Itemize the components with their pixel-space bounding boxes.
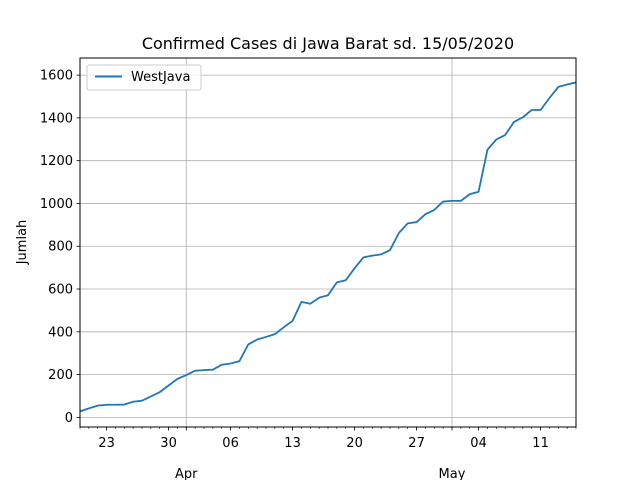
x-minor-tick-label: 13 (284, 436, 301, 451)
y-tick-label: 1600 (40, 69, 73, 84)
y-tick-label: 1200 (40, 154, 73, 169)
x-minor-tick-label: 06 (222, 436, 239, 451)
y-tick-label: 600 (48, 283, 73, 298)
y-tick-label: 800 (48, 240, 73, 255)
y-tick-label: 1400 (40, 111, 73, 126)
y-tick-label: 1000 (40, 197, 73, 212)
x-major-tick-label: Apr (175, 467, 198, 480)
y-axis-label: Jumlah (15, 220, 30, 266)
x-minor-tick-label: 11 (532, 436, 549, 451)
x-minor-tick-label: 04 (470, 436, 487, 451)
x-minor-tick-label: 20 (346, 436, 363, 451)
y-axis: 0 200 400 600 800 1000 1200 1400 1600 (40, 69, 80, 426)
legend-label-westjava: WestJava (131, 70, 190, 85)
x-axis: Apr May 23 30 06 13 20 27 04 11 (79, 427, 577, 480)
series-line-westjava (80, 81, 576, 413)
y-tick-label: 0 (65, 411, 73, 426)
x-minor-tick-label: 23 (98, 436, 115, 451)
legend: WestJava (86, 64, 202, 91)
x-minor-tick-label: 27 (408, 436, 425, 451)
x-minor-tick-label: 30 (160, 436, 177, 451)
series-layer (80, 81, 576, 413)
legend-box (86, 64, 202, 91)
x-major-tick-label: May (439, 467, 466, 480)
y-tick-label: 400 (48, 325, 73, 340)
y-tick-label: 200 (48, 368, 73, 383)
chart-title: Confirmed Cases di Jawa Barat sd. 15/05/… (142, 34, 514, 53)
